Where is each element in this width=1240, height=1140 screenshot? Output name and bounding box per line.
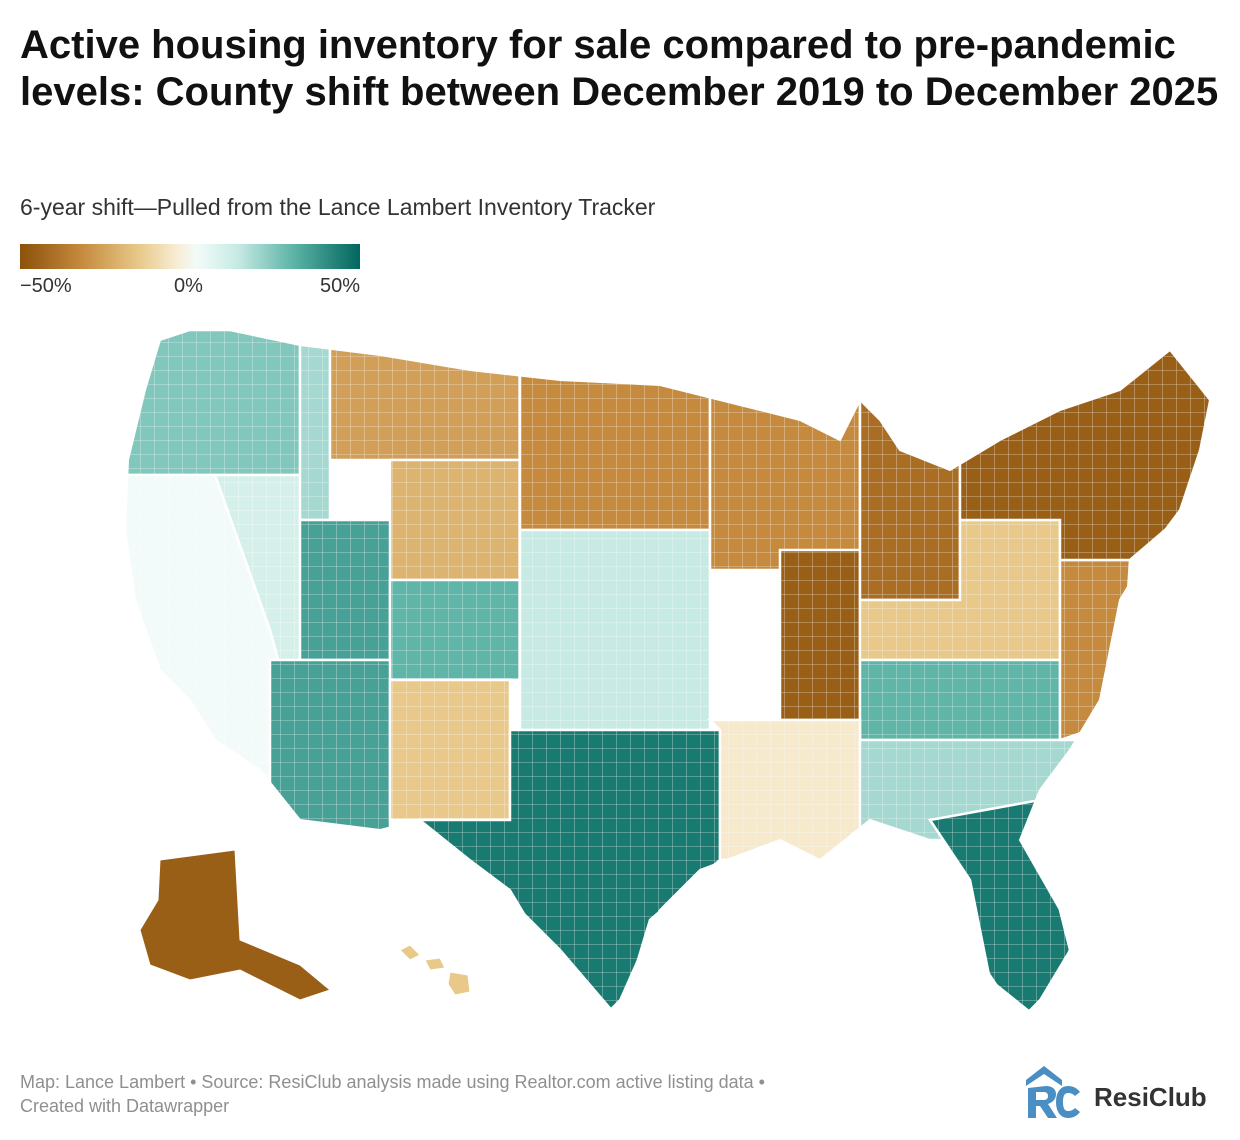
resiclub-brand: ResiClub <box>1022 1062 1222 1122</box>
legend-gradient-bar <box>20 244 360 269</box>
legend-mid-label: 0% <box>174 275 203 297</box>
resiclub-logo-icon <box>1026 1066 1080 1118</box>
map-region-alaska <box>139 849 332 1001</box>
legend-min-label: −50% <box>20 275 72 297</box>
source-footer: Map: Lance Lambert • Source: ResiClub an… <box>20 1070 980 1118</box>
chart-subtitle: 6-year shift—Pulled from the Lance Lambe… <box>20 194 656 220</box>
chart-title: Active housing inventory for sale compar… <box>20 23 1219 114</box>
map-region-hawaii <box>399 944 471 996</box>
brand-name: ResiClub <box>1094 1082 1207 1112</box>
footer-line-1: Map: Lance Lambert • Source: ResiClub an… <box>20 1072 765 1092</box>
color-legend: −50% 0% 50% <box>20 244 360 304</box>
legend-max-label: 50% <box>319 275 360 297</box>
us-county-map <box>123 323 1212 1022</box>
footer-line-2: Created with Datawrapper <box>20 1096 230 1116</box>
